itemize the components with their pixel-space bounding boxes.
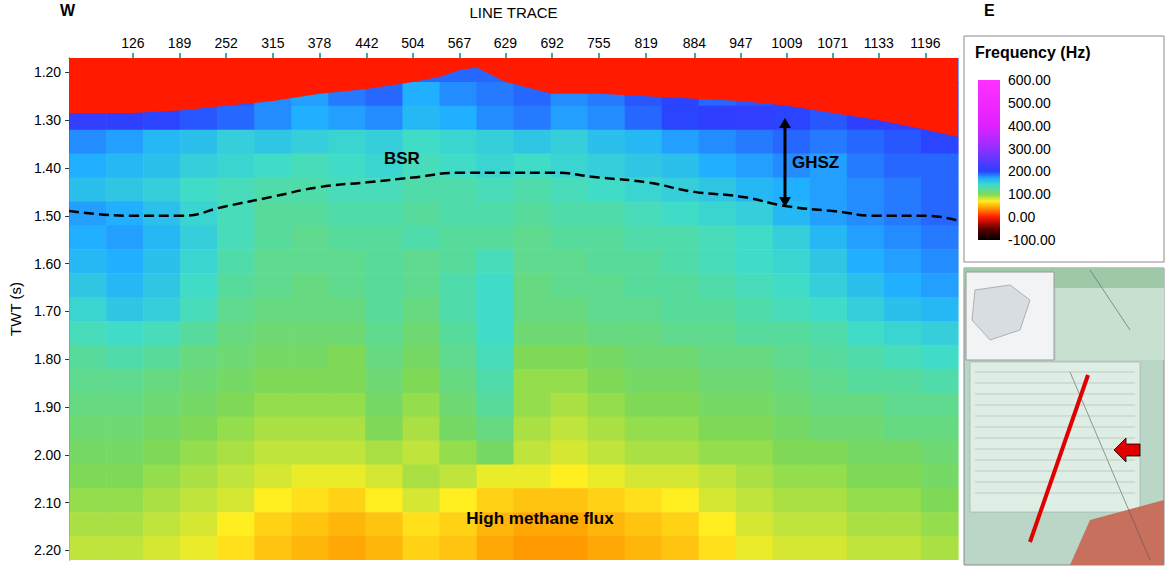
svg-text:1196: 1196 — [910, 35, 940, 51]
svg-text:504: 504 — [401, 35, 425, 51]
svg-text:1.40: 1.40 — [34, 160, 61, 176]
svg-text:1.60: 1.60 — [34, 256, 61, 272]
svg-text:-100.00: -100.00 — [1008, 232, 1056, 248]
svg-text:BSR: BSR — [384, 149, 420, 168]
svg-text:884: 884 — [683, 35, 707, 51]
svg-text:Frequency (Hz): Frequency (Hz) — [975, 44, 1091, 61]
svg-text:1071: 1071 — [817, 35, 848, 51]
svg-text:442: 442 — [355, 35, 379, 51]
svg-text:2.10: 2.10 — [34, 495, 61, 511]
svg-text:0.00: 0.00 — [1008, 209, 1035, 225]
svg-text:692: 692 — [540, 35, 564, 51]
svg-text:1.80: 1.80 — [34, 351, 61, 367]
svg-text:1.30: 1.30 — [34, 112, 61, 128]
svg-text:200.00: 200.00 — [1008, 163, 1051, 179]
svg-text:629: 629 — [494, 35, 518, 51]
svg-text:1.50: 1.50 — [34, 208, 61, 224]
svg-text:1.70: 1.70 — [34, 303, 61, 319]
svg-text:1.20: 1.20 — [34, 64, 61, 80]
svg-text:600.00: 600.00 — [1008, 72, 1051, 88]
svg-text:High methane flux: High methane flux — [466, 509, 614, 528]
svg-text:GHSZ: GHSZ — [792, 153, 839, 172]
svg-text:W: W — [60, 2, 76, 19]
svg-text:567: 567 — [448, 35, 472, 51]
svg-text:300.00: 300.00 — [1008, 141, 1051, 157]
svg-text:400.00: 400.00 — [1008, 118, 1051, 134]
svg-text:TWT (s): TWT (s) — [7, 282, 24, 336]
svg-text:252: 252 — [214, 35, 238, 51]
svg-text:2.20: 2.20 — [34, 542, 61, 558]
svg-text:500.00: 500.00 — [1008, 95, 1051, 111]
svg-text:126: 126 — [121, 35, 145, 51]
svg-text:378: 378 — [308, 35, 332, 51]
svg-text:100.00: 100.00 — [1008, 186, 1051, 202]
svg-text:1.90: 1.90 — [34, 399, 61, 415]
svg-text:755: 755 — [587, 35, 611, 51]
svg-text:2.00: 2.00 — [34, 447, 61, 463]
svg-text:189: 189 — [168, 35, 192, 51]
svg-text:E: E — [984, 2, 995, 19]
svg-text:315: 315 — [261, 35, 285, 51]
svg-text:1133: 1133 — [864, 35, 894, 51]
svg-text:LINE TRACE: LINE TRACE — [470, 4, 558, 21]
svg-text:1009: 1009 — [771, 35, 802, 51]
svg-text:947: 947 — [729, 35, 753, 51]
svg-text:819: 819 — [634, 35, 658, 51]
